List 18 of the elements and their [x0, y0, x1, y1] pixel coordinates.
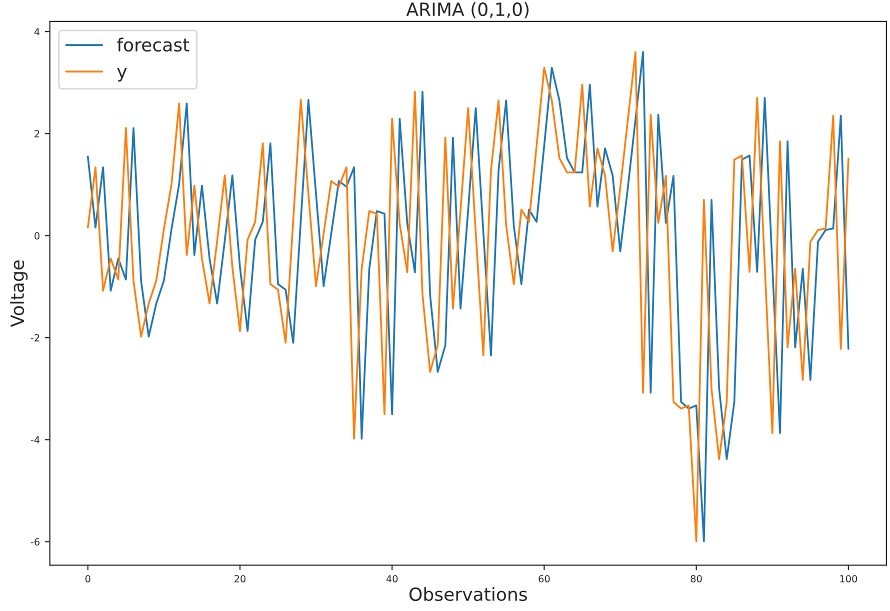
x-tick-label: 20 — [234, 575, 246, 582]
x-tick-label: 0 — [85, 575, 90, 582]
y-tick-label: -2 — [30, 334, 40, 342]
x-tick-label: 100 — [840, 575, 858, 582]
y-tick-label: 4 — [34, 28, 40, 36]
legend-label: y — [117, 68, 127, 82]
line-series — [86, 51, 850, 542]
legend-label: forecast — [117, 38, 190, 52]
x-axis-title: Observations — [409, 587, 527, 602]
x-tick-label: 80 — [690, 575, 702, 582]
x-tick-label: 60 — [538, 575, 550, 582]
y-tick-label: 0 — [34, 232, 40, 240]
x-tick-label: 40 — [386, 575, 398, 582]
y-tick-label: 2 — [34, 130, 40, 138]
y-tick-label: -6 — [30, 538, 40, 546]
y-tick-label: -4 — [30, 436, 40, 444]
chart-title: ARIMA (0,1,0) — [406, 2, 529, 18]
y-axis-title: Voltage — [10, 260, 28, 328]
